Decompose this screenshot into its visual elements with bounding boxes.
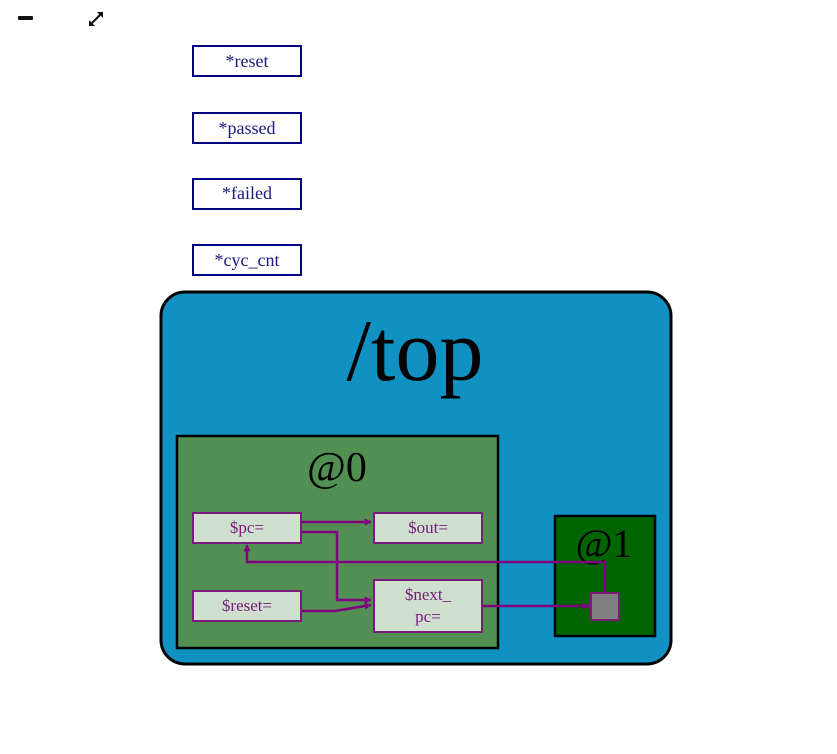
signal-reset-label: *reset [226,51,269,71]
signal-failed-label: *failed [222,183,272,203]
signal-failed[interactable]: *failed [192,178,302,210]
stage-1-label: @1 [576,521,633,566]
top-scope-label: /top [347,303,484,400]
edge-flop-to-pc [243,544,607,593]
node-next-pc-label-line1: $next_ [405,585,452,604]
node-pc[interactable]: $pc= [192,512,302,544]
stage-0-label: @0 [307,445,367,491]
minimize-button[interactable] [14,6,38,30]
edges [243,518,607,613]
flip-flop[interactable] [590,592,620,621]
node-pc-label: $pc= [230,518,264,537]
minus-icon [18,16,33,20]
node-out[interactable]: $out= [373,512,483,544]
expand-button[interactable] [84,7,108,31]
edge-pc-to-next-pc [301,530,372,604]
signal-passed-label: *passed [219,118,276,138]
node-reset[interactable]: $reset= [192,590,302,622]
node-next-pc-label-line2: pc= [415,607,441,626]
signal-cyc-cnt-label: *cyc_cnt [215,250,280,270]
expand-arrows-icon [89,12,103,26]
node-reset-label: $reset= [222,596,272,615]
toolbar [0,0,140,40]
node-next-pc[interactable]: $next_ pc= [373,579,483,633]
node-out-label: $out= [408,518,448,537]
signal-cyc-cnt[interactable]: *cyc_cnt [192,244,302,276]
signal-reset[interactable]: *reset [192,45,302,77]
signal-passed[interactable]: *passed [192,112,302,144]
edge-reset-to-next-pc [301,602,372,613]
